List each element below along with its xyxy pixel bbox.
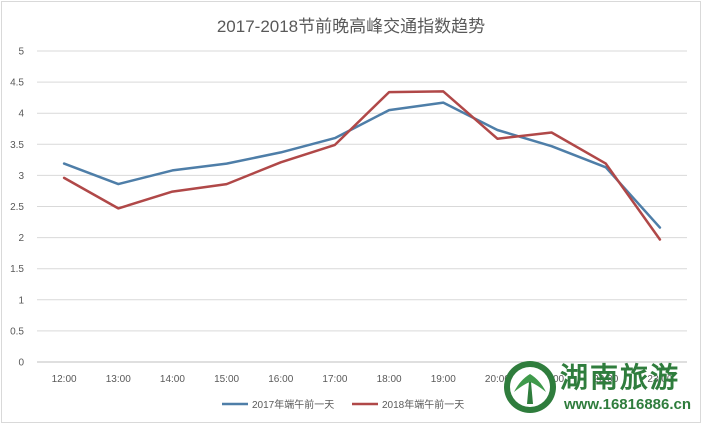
y-tick-label: 4 <box>18 109 24 120</box>
y-tick-label: 0 <box>18 358 24 369</box>
x-tick-label: 12:00 <box>52 374 77 385</box>
palm-logo-icon <box>504 361 556 413</box>
x-tick-label: 22:00 <box>593 374 618 385</box>
series-line-1 <box>62 101 662 229</box>
y-tick-label: 1 <box>18 295 24 306</box>
y-tick-label: 1.5 <box>10 264 24 275</box>
y-tick-label: 0.5 <box>10 326 24 337</box>
series-lines <box>62 90 662 241</box>
gridlines <box>37 50 687 363</box>
x-tick-label: 14:00 <box>160 374 185 385</box>
watermark-url: www.16816886.cn <box>564 396 692 413</box>
x-tick-label: 19:00 <box>431 374 456 385</box>
y-tick-label: 3 <box>18 171 24 182</box>
chart-title: 2017-2018节前晚高峰交通指数趋势 <box>216 17 486 36</box>
x-tick-label: 20:00 <box>485 374 510 385</box>
x-tick-label: 16:00 <box>268 374 293 385</box>
y-tick-label: 2.5 <box>10 202 24 213</box>
y-tick-label: 2 <box>18 233 24 244</box>
x-tick-label: 17:00 <box>322 374 347 385</box>
x-tick-label: 13:00 <box>106 374 131 385</box>
legend: 2017年端午前一天 2018年端午前一天 <box>222 398 464 411</box>
watermark: 湖南旅游 www.16816886.cn <box>500 352 700 422</box>
axis-labels: 0 0.5 1 1.5 2 2.5 3 3.5 4 4.5 5 12:00 13:00 14:00 15:0… <box>10 47 673 386</box>
y-tick-label: 3.5 <box>10 140 24 151</box>
legend-label-2: 2018年端午前一天 <box>382 398 464 411</box>
x-tick-label: 18:00 <box>377 374 402 385</box>
legend-label-1: 2017年端午前一天 <box>252 398 334 411</box>
x-tick-label: 15:00 <box>214 374 239 385</box>
x-tick-label: 23:00 <box>647 374 672 385</box>
watermark-brand: 湖南旅游 <box>560 361 681 394</box>
series-line-2 <box>62 90 662 241</box>
y-tick-label: 4.5 <box>10 78 24 89</box>
y-tick-label: 5 <box>18 47 24 58</box>
